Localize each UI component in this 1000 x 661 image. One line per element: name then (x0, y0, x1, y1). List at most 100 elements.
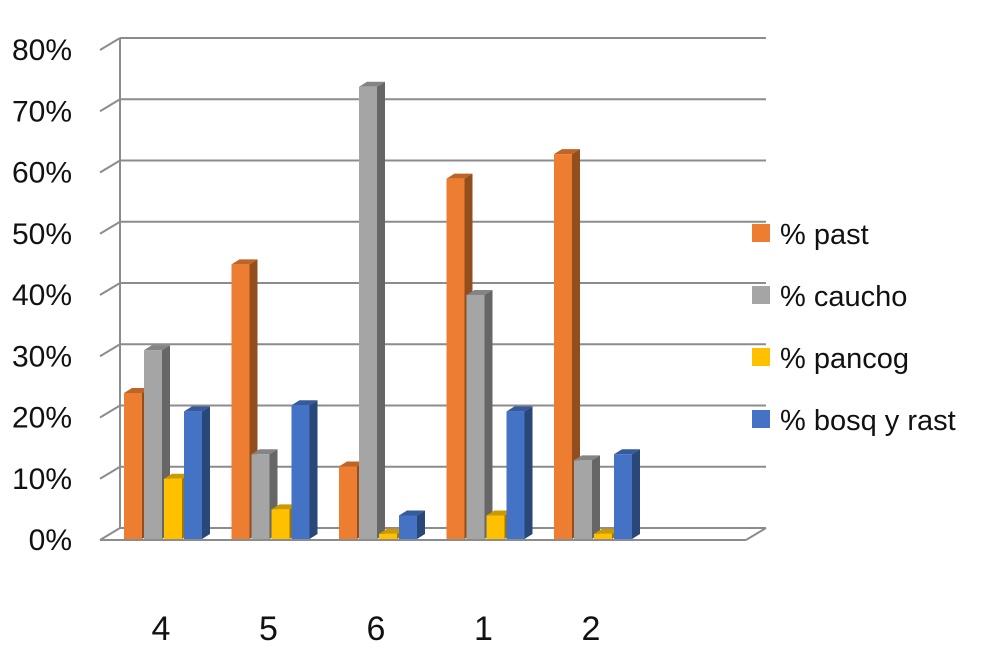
bar-top (594, 528, 620, 534)
bar-top (446, 173, 473, 179)
x-category-label: 4 (152, 610, 171, 648)
bar-top (251, 449, 278, 455)
bar-front (594, 533, 612, 539)
bar-front (359, 86, 377, 539)
bar (291, 400, 318, 539)
bar-front (466, 295, 485, 539)
bar-front (446, 178, 465, 539)
bar-front (291, 405, 310, 539)
bar-front (574, 460, 592, 539)
y-tick-label: 10% (12, 463, 72, 496)
bar-side (202, 406, 210, 539)
legend-swatch (752, 286, 770, 304)
bar-front (124, 393, 142, 539)
gridline-wall (99, 404, 121, 419)
bar-front (339, 466, 357, 539)
bar (466, 290, 493, 539)
y-tick-label: 50% (12, 218, 72, 251)
bar-front (271, 509, 290, 539)
bar (506, 406, 533, 539)
bar-top (339, 461, 365, 467)
bar-top (291, 400, 318, 406)
legend-item: % pancog (752, 343, 909, 375)
bar-side (417, 510, 425, 539)
bar-top (271, 504, 298, 510)
bar-side (484, 290, 493, 539)
bar-top (144, 345, 170, 351)
bar-top (486, 510, 513, 516)
bar-top (506, 406, 533, 412)
bar-side (309, 400, 318, 539)
bar-front (554, 154, 572, 539)
bar-top (466, 290, 493, 295)
bar (359, 81, 385, 539)
x-category-label: 5 (259, 610, 278, 648)
legend-label: % pancog (780, 343, 909, 375)
bar (554, 149, 580, 539)
bar-top (574, 455, 600, 461)
legend-swatch (752, 348, 770, 366)
bar-front (486, 515, 505, 539)
bar-top (399, 510, 425, 516)
legend-swatch (752, 224, 770, 242)
y-tick-label: 30% (12, 340, 72, 373)
gridline-wall (99, 98, 121, 113)
legend-label: % past (780, 219, 869, 251)
floor-side-edge (745, 527, 767, 541)
bar-top (231, 259, 258, 265)
legend-item: % past (752, 219, 869, 251)
bar-front (379, 533, 397, 539)
gridline-wall (99, 159, 121, 174)
bar-front (164, 478, 182, 539)
y-tick-label: 70% (12, 95, 72, 128)
bar-front (614, 454, 632, 539)
bar-top (124, 388, 150, 393)
y-tick-label: 60% (12, 157, 72, 190)
legend-label: % bosq y rast (780, 405, 956, 437)
bar-top (379, 528, 405, 534)
bar (614, 449, 640, 539)
x-axis-labels: 4 5 6 1 2 (152, 610, 601, 648)
bar-side (592, 455, 600, 539)
x-category-label: 2 (582, 610, 601, 648)
legend-label: % caucho (780, 281, 907, 313)
y-tick-label: 40% (12, 279, 72, 312)
bar (184, 406, 210, 539)
bar-top (614, 449, 640, 455)
gridline-wall (99, 465, 121, 480)
bar-top (184, 406, 210, 412)
gridline-wall (99, 220, 121, 235)
y-tick-label: 20% (12, 402, 72, 435)
gridline-wall (99, 343, 121, 358)
legend-item: % caucho (752, 281, 907, 313)
bar-front (251, 454, 270, 539)
bar-front (184, 411, 202, 539)
gridline-wall (99, 527, 121, 541)
bars (124, 81, 640, 539)
gridline-wall (99, 37, 121, 51)
x-category-label: 1 (474, 610, 493, 648)
bar-front (144, 350, 162, 539)
bar-side (572, 149, 580, 539)
bar-top (164, 473, 190, 479)
bar-front (231, 264, 250, 539)
x-category-label: 6 (367, 610, 386, 648)
bar-front (399, 515, 417, 539)
bar-front (506, 411, 525, 539)
bar-side (632, 449, 640, 539)
legend-item: % bosq y rast (752, 405, 956, 437)
y-axis-ticks: 0% 10% 20% 30% 40% 50% 60% 70% 80% (12, 34, 72, 557)
bar-top (359, 81, 385, 87)
bar-top (554, 149, 580, 155)
bar (399, 510, 425, 539)
bar-side (377, 81, 385, 539)
gridline-wall (99, 282, 121, 296)
legend: % past % caucho % pancog % bosq y rast (752, 219, 956, 437)
bar (574, 455, 600, 539)
legend-swatch (752, 410, 770, 428)
y-tick-label: 0% (29, 524, 72, 557)
y-tick-label: 80% (12, 34, 72, 67)
gridlines (99, 37, 767, 541)
bar-side (524, 406, 533, 539)
